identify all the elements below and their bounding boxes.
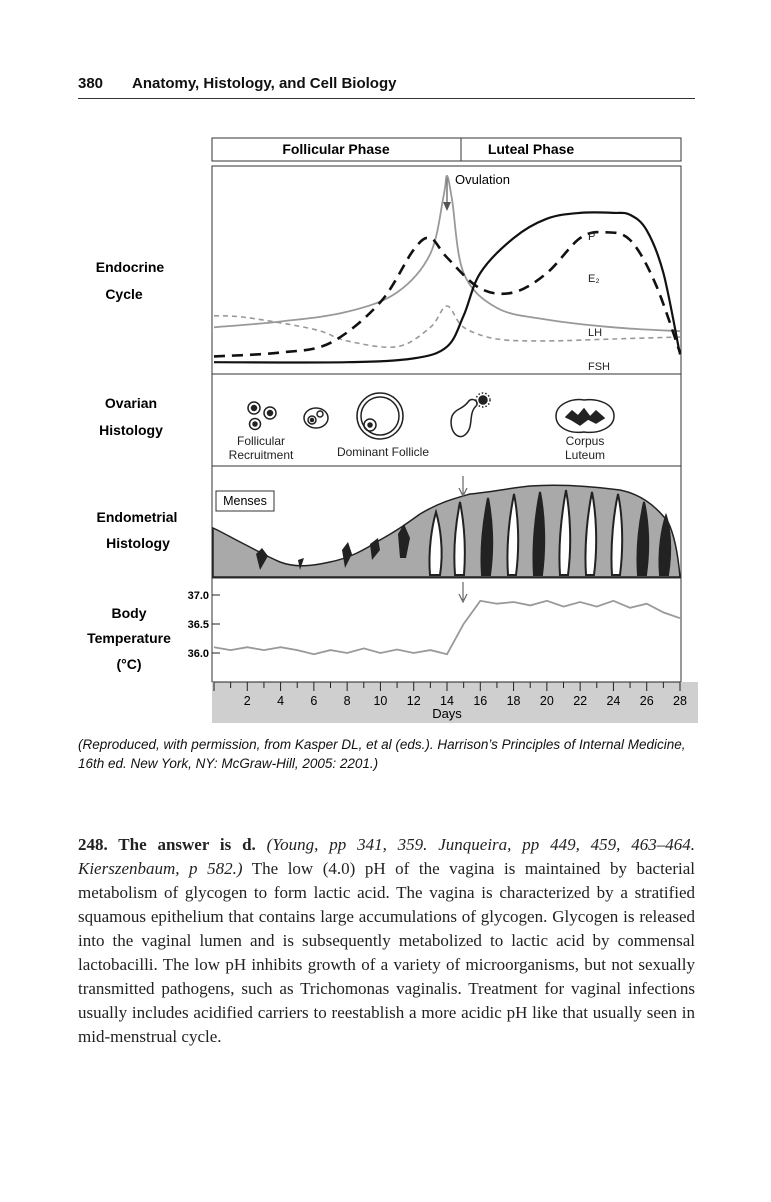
ovarian-label-1: Ovarian [105,395,157,411]
day-tick-label: 22 [573,694,587,708]
answer-reference: (Young, pp 341, 359. Junqueira, pp 449, … [78,835,695,878]
temperature-axis: 37.0 36.5 36.0 [188,590,220,660]
figure-caption: (Reproduced, with permission, from Kaspe… [78,737,686,771]
running-title: Anatomy, Histology, and Cell Biology [132,75,397,92]
luteal-phase-label: Luteal Phase [488,141,575,157]
day-tick-label: 26 [640,694,654,708]
temp-tick-label: 36.5 [188,619,209,631]
corpus-luteum-label-1: Corpus [566,434,605,448]
p-label: P [588,231,595,243]
page-number: 380 [78,75,104,92]
temperature-label-2: Temperature [87,630,171,646]
day-tick-label: 2 [244,694,251,708]
hormone-line-e2 [213,230,682,358]
dominant-follicle-label: Dominant Follicle [337,445,429,459]
day-tick-label: 10 [373,694,387,708]
phase-header-box [211,137,682,162]
ruptured-follicle-icon [450,392,491,438]
temperature-series-line [213,599,681,656]
day-tick-label: 4 [277,694,284,708]
endometrial-label-2: Histology [106,535,170,551]
day-tick-label: 12 [407,694,421,708]
answer-text: The low (4.0) pH of the vagina is mainta… [78,859,695,1046]
endometrium-illustration [212,484,681,578]
ovarian-label-2: Histology [99,422,163,438]
menstrual-cycle-figure: Follicular Phase Luteal Phase Endocrine … [87,137,698,723]
day-tick-label: 6 [310,694,317,708]
growing-follicle-icon [303,407,329,429]
running-header: 380 Anatomy, Histology, and Cell Biology [78,72,695,99]
hormone-line-lh [213,175,681,333]
endocrine-label-2: Cycle [105,286,143,302]
follicular-recruitment-label-1: Follicular [237,434,285,448]
temperature-panel [211,577,682,683]
answer-paragraph: 248. The answer is d. (Young, pp 341, 35… [78,833,695,1049]
temperature-line [213,599,681,656]
hormone-curves [213,175,682,364]
days-axis: 2 4 6 8 10 12 14 16 18 20 22 24 26 28 [213,681,687,708]
follicle-cluster-icon [247,401,277,431]
day-tick-label: 14 [440,694,454,708]
hormone-line-p [213,211,682,364]
day-tick-label: 20 [540,694,554,708]
days-axis-label: Days [432,706,462,721]
follicular-recruitment-label-2: Recruitment [229,448,294,462]
temperature-label-1: Body [112,605,147,621]
endocrine-label-1: Endocrine [96,259,165,275]
day-tick-label: 18 [507,694,521,708]
day-tick-label: 24 [606,694,620,708]
fsh-label: FSH [588,361,610,373]
endometrial-label-1: Endometrial [97,509,178,525]
temp-tick-label: 37.0 [188,590,209,602]
ovulation-label: Ovulation [455,172,510,187]
follicular-phase-label: Follicular Phase [282,141,390,157]
temp-tick-label: 36.0 [188,648,209,660]
corpus-luteum-icon [555,398,615,434]
lh-label: LH [588,327,602,339]
days-axis-band [212,682,698,723]
hormone-line-fsh [213,305,681,349]
day-tick-label: 28 [673,694,687,708]
menses-box [215,490,275,512]
day-tick-label: 16 [473,694,487,708]
e2-label: E₂ [588,273,600,285]
corpus-luteum-label-2: Luteum [565,448,605,462]
answer-number: 248. The answer is d. [78,835,256,854]
menses-label: Menses [223,494,267,508]
dominant-follicle-icon [356,392,404,440]
day-tick-label: 8 [344,694,351,708]
temperature-label-3: (°C) [116,656,141,672]
